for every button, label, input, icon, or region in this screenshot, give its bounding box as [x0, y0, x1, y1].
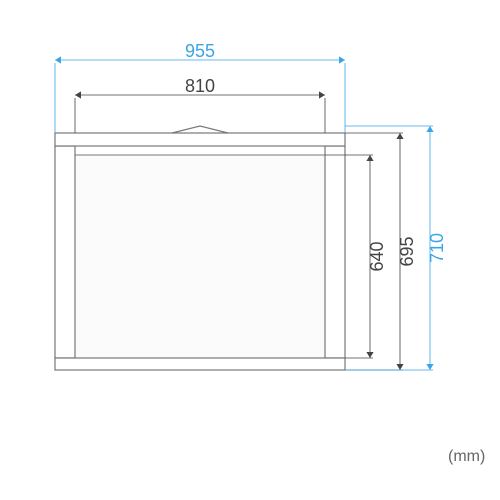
arrow-head [396, 133, 403, 139]
arrow-head [339, 56, 345, 63]
hanger [172, 126, 228, 133]
left-pole [55, 146, 75, 358]
inner-width-label: 810 [185, 76, 215, 96]
dimension-drawing: 955 810 640 695 710 [0, 0, 500, 500]
arrow-head [55, 56, 61, 63]
height-640-label: 640 [367, 241, 387, 271]
unit-label: (mm) [448, 448, 485, 466]
outer-width-label: 955 [185, 41, 215, 61]
top-bar [55, 133, 345, 146]
screen-surface [75, 155, 325, 358]
arrow-head [366, 352, 373, 358]
right-pole [325, 146, 345, 358]
arrow-head [426, 126, 433, 132]
height-695-label: 695 [397, 236, 417, 266]
diagram-container: { "diagram": { "type": "dimensioned-draw… [0, 0, 500, 500]
arrow-head [75, 91, 81, 98]
arrow-head [426, 364, 433, 370]
arrow-head [366, 155, 373, 161]
arrow-head [319, 91, 325, 98]
height-710-label: 710 [427, 233, 447, 263]
base-bar [55, 358, 345, 370]
arrow-head [396, 364, 403, 370]
